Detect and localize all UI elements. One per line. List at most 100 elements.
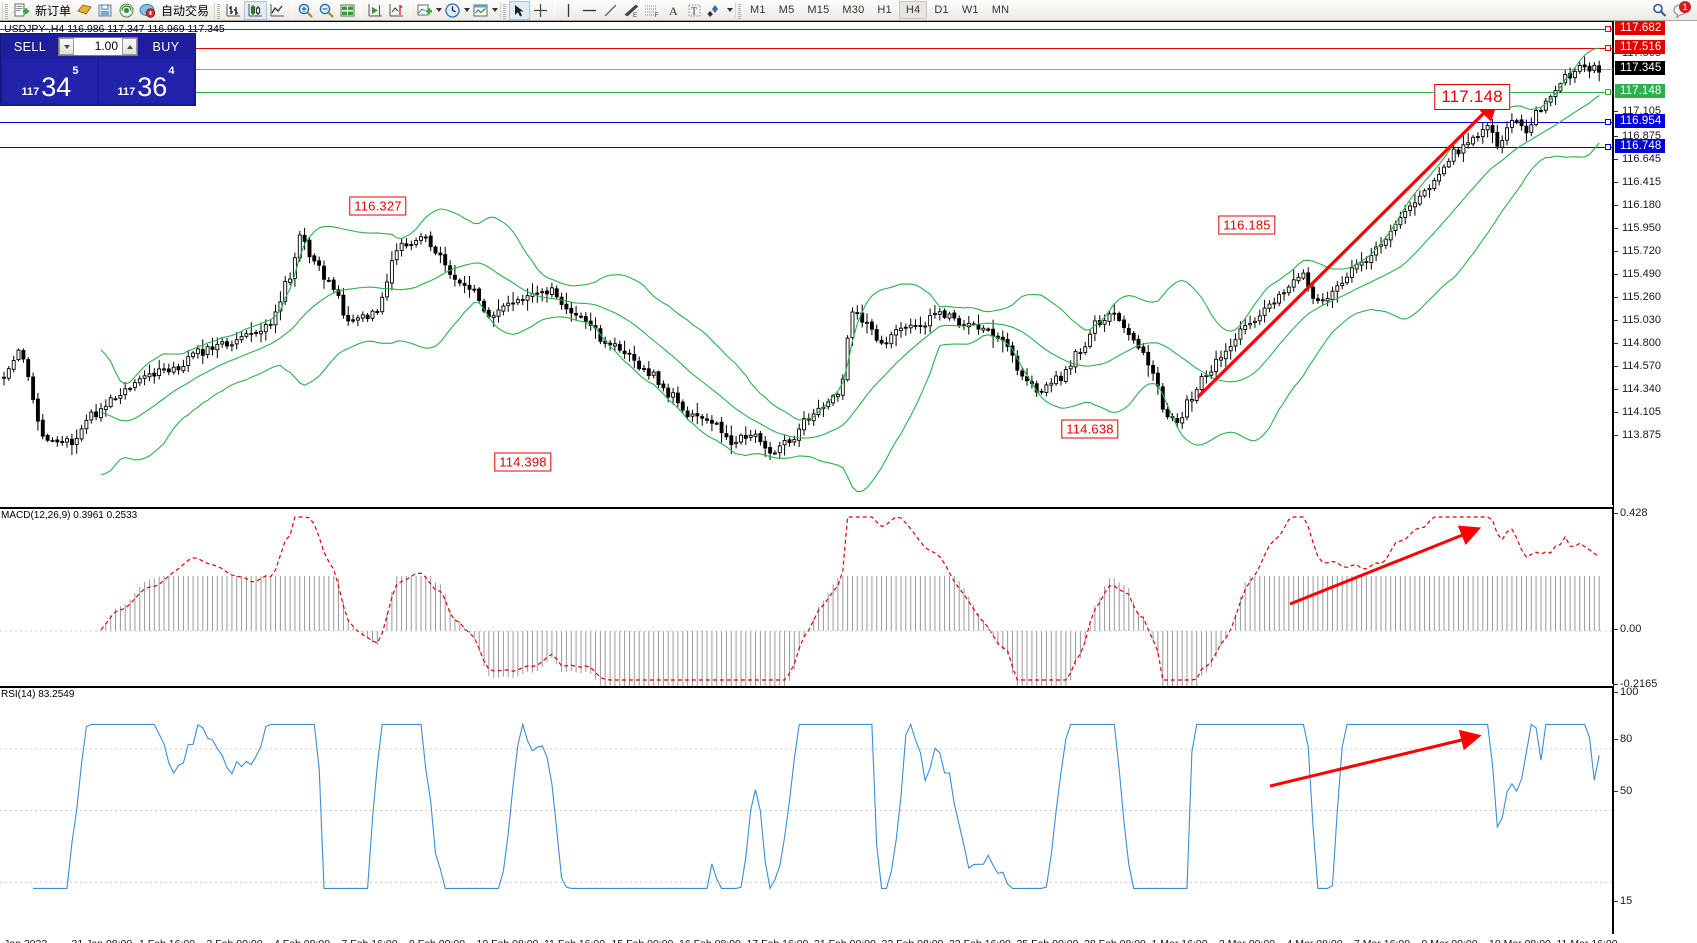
timeframe-m30[interactable]: M30 bbox=[842, 4, 865, 16]
price-line-117682[interactable] bbox=[0, 29, 1613, 30]
price-badge-red[interactable]: 117.516 bbox=[1615, 40, 1666, 54]
toolbar-grip-3[interactable] bbox=[500, 1, 508, 19]
toolbar-grip-2[interactable] bbox=[214, 1, 222, 19]
price-scale[interactable]: 117.565117.105116.875116.645116.415116.1… bbox=[1613, 21, 1697, 943]
zoom-in-icon[interactable] bbox=[295, 1, 316, 20]
cursor-icon[interactable] bbox=[509, 0, 531, 20]
timeframe-h1[interactable]: H1 bbox=[877, 4, 892, 16]
time-tick: 21 Feb 00:00 bbox=[814, 938, 876, 943]
chart-title: USDJPY-,H4 116.986 117.347 116.969 117.3… bbox=[4, 23, 225, 35]
buy-pips: 36 bbox=[137, 72, 168, 102]
indicators-dropdown-arrow[interactable] bbox=[436, 8, 443, 12]
alerts-icon[interactable]: 1 bbox=[1670, 0, 1691, 20]
toolbar-grip[interactable] bbox=[2, 1, 9, 19]
price-line-116748[interactable] bbox=[0, 147, 1613, 148]
one-click-trading-panel[interactable]: SELL 1.00 BUY 117 34 5 117 36 4 bbox=[0, 33, 196, 106]
sell-button[interactable]: SELL bbox=[13, 39, 47, 54]
period-dropdown-arrow[interactable] bbox=[464, 8, 471, 12]
price-line-handle-117682[interactable] bbox=[1605, 26, 1611, 32]
current-price-line bbox=[0, 69, 1613, 70]
timeframe-w1[interactable]: W1 bbox=[961, 4, 979, 16]
volume-stepper[interactable]: 1.00 bbox=[58, 37, 138, 56]
fibonacci-icon[interactable]: F bbox=[642, 1, 663, 20]
buy-price-quote[interactable]: 117 36 4 bbox=[99, 59, 193, 103]
new-order-label[interactable]: 新订单 bbox=[35, 3, 72, 18]
buy-button[interactable]: BUY bbox=[152, 39, 180, 54]
annotation-116327[interactable]: 116.327 bbox=[349, 196, 407, 216]
price-line-117148[interactable] bbox=[0, 92, 1613, 93]
price-badge-blue[interactable]: 116.748 bbox=[1615, 139, 1666, 153]
time-tick: 9 Feb 00:00 bbox=[409, 938, 465, 943]
rsi-label: RSI(14) 83.2549 bbox=[1, 689, 78, 700]
time-tick: 7 Mar 16:00 bbox=[1354, 938, 1410, 943]
candlestick-chart-icon[interactable] bbox=[244, 0, 268, 20]
rsi-pane[interactable]: RSI(14) 83.2549 bbox=[0, 686, 1613, 934]
network-icon[interactable] bbox=[116, 1, 137, 20]
volume-increment-button[interactable] bbox=[122, 38, 137, 55]
time-axis[interactable]: Jan 2022 31 Jan 08:00 1 Feb 16:00 3 Feb 00:… bbox=[0, 934, 1697, 943]
volume-decrement-button[interactable] bbox=[59, 38, 74, 55]
timeframe-d1[interactable]: D1 bbox=[934, 4, 949, 16]
timeframe-m1[interactable]: M1 bbox=[750, 4, 766, 16]
zoom-out-icon[interactable] bbox=[316, 1, 337, 20]
timeframe-m5[interactable]: M5 bbox=[778, 4, 795, 16]
volume-input[interactable]: 1.00 bbox=[94, 39, 118, 53]
bar-chart-icon[interactable] bbox=[223, 1, 244, 20]
price-badge-green[interactable]: 117.148 bbox=[1615, 84, 1666, 98]
price-line-116954[interactable] bbox=[0, 122, 1613, 123]
price-pane[interactable]: USDJPY-,H4 116.986 117.347 116.969 117.3… bbox=[0, 21, 1613, 505]
timeframe-mn[interactable]: MN bbox=[991, 4, 1010, 16]
price-line-117516[interactable] bbox=[0, 48, 1613, 49]
price-line-handle-116954[interactable] bbox=[1605, 119, 1611, 125]
crosshair-icon[interactable] bbox=[530, 1, 551, 20]
shift-end-icon[interactable] bbox=[365, 1, 386, 20]
time-tick: 31 Jan 08:00 bbox=[72, 938, 133, 943]
time-tick: 3 Feb 00:00 bbox=[207, 938, 263, 943]
equidistant-channel-icon[interactable]: E bbox=[621, 1, 642, 20]
vline-icon[interactable] bbox=[558, 1, 579, 20]
indicators-icon[interactable] bbox=[414, 1, 435, 20]
sell-price-quote[interactable]: 117 34 5 bbox=[3, 59, 97, 103]
templates-icon[interactable] bbox=[470, 1, 491, 20]
text-icon[interactable]: A bbox=[663, 1, 684, 20]
price-line-handle-116748[interactable] bbox=[1605, 144, 1611, 150]
price-badge-blue[interactable]: 116.954 bbox=[1615, 114, 1666, 128]
price-tick: 115.720 bbox=[1614, 245, 1661, 257]
shapes-icon[interactable] bbox=[705, 1, 726, 20]
price-tick: 115.030 bbox=[1614, 314, 1661, 326]
hline-icon[interactable] bbox=[579, 1, 600, 20]
annotation-114398[interactable]: 114.398 bbox=[494, 452, 552, 472]
tile-windows-icon[interactable] bbox=[337, 1, 358, 20]
line-chart-icon[interactable] bbox=[267, 1, 288, 20]
price-badge-red[interactable]: 117.682 bbox=[1615, 21, 1666, 35]
toolbar-grip-4[interactable] bbox=[735, 1, 743, 19]
profile-icon[interactable] bbox=[74, 1, 95, 20]
save-icon[interactable] bbox=[95, 1, 116, 20]
shapes-dropdown-arrow[interactable] bbox=[727, 8, 734, 12]
macd-pane[interactable]: MACD(12,26,9) 0.3961 0.2533 bbox=[0, 507, 1613, 686]
templates-dropdown-arrow[interactable] bbox=[492, 8, 499, 12]
time-tick: 28 Feb 08:00 bbox=[1084, 938, 1146, 943]
new-order-icon[interactable] bbox=[11, 1, 32, 20]
chart-window[interactable]: USDJPY-,H4 116.986 117.347 116.969 117.3… bbox=[0, 21, 1697, 943]
autotrading-icon[interactable] bbox=[137, 1, 158, 20]
timeframe-h4[interactable]: H4 bbox=[898, 1, 928, 19]
period-icon[interactable] bbox=[442, 1, 463, 20]
auto-scroll-icon[interactable] bbox=[386, 1, 407, 20]
price-line-handle-117148[interactable] bbox=[1605, 89, 1611, 95]
price-line-handle-117516[interactable] bbox=[1605, 45, 1611, 51]
autotrading-label[interactable]: 自动交易 bbox=[161, 3, 210, 18]
time-tick: 1 Feb 16:00 bbox=[139, 938, 195, 943]
timeframe-m15[interactable]: M15 bbox=[807, 4, 830, 16]
annotation-117148-big[interactable]: 117.148 bbox=[1434, 84, 1510, 110]
trendline-icon[interactable] bbox=[600, 1, 621, 20]
text-label-icon[interactable]: T bbox=[684, 1, 705, 20]
price-chart-graphics bbox=[2, 47, 1602, 493]
rsi-scale-tick: 100 bbox=[1614, 686, 1638, 698]
price-tick: 116.415 bbox=[1614, 176, 1661, 188]
price-badge-black[interactable]: 117.345 bbox=[1615, 61, 1666, 75]
search-icon[interactable] bbox=[1649, 1, 1670, 20]
annotation-114638[interactable]: 114.638 bbox=[1061, 419, 1119, 439]
price-tick: 116.645 bbox=[1614, 153, 1661, 165]
annotation-116185[interactable]: 116.185 bbox=[1218, 215, 1276, 235]
